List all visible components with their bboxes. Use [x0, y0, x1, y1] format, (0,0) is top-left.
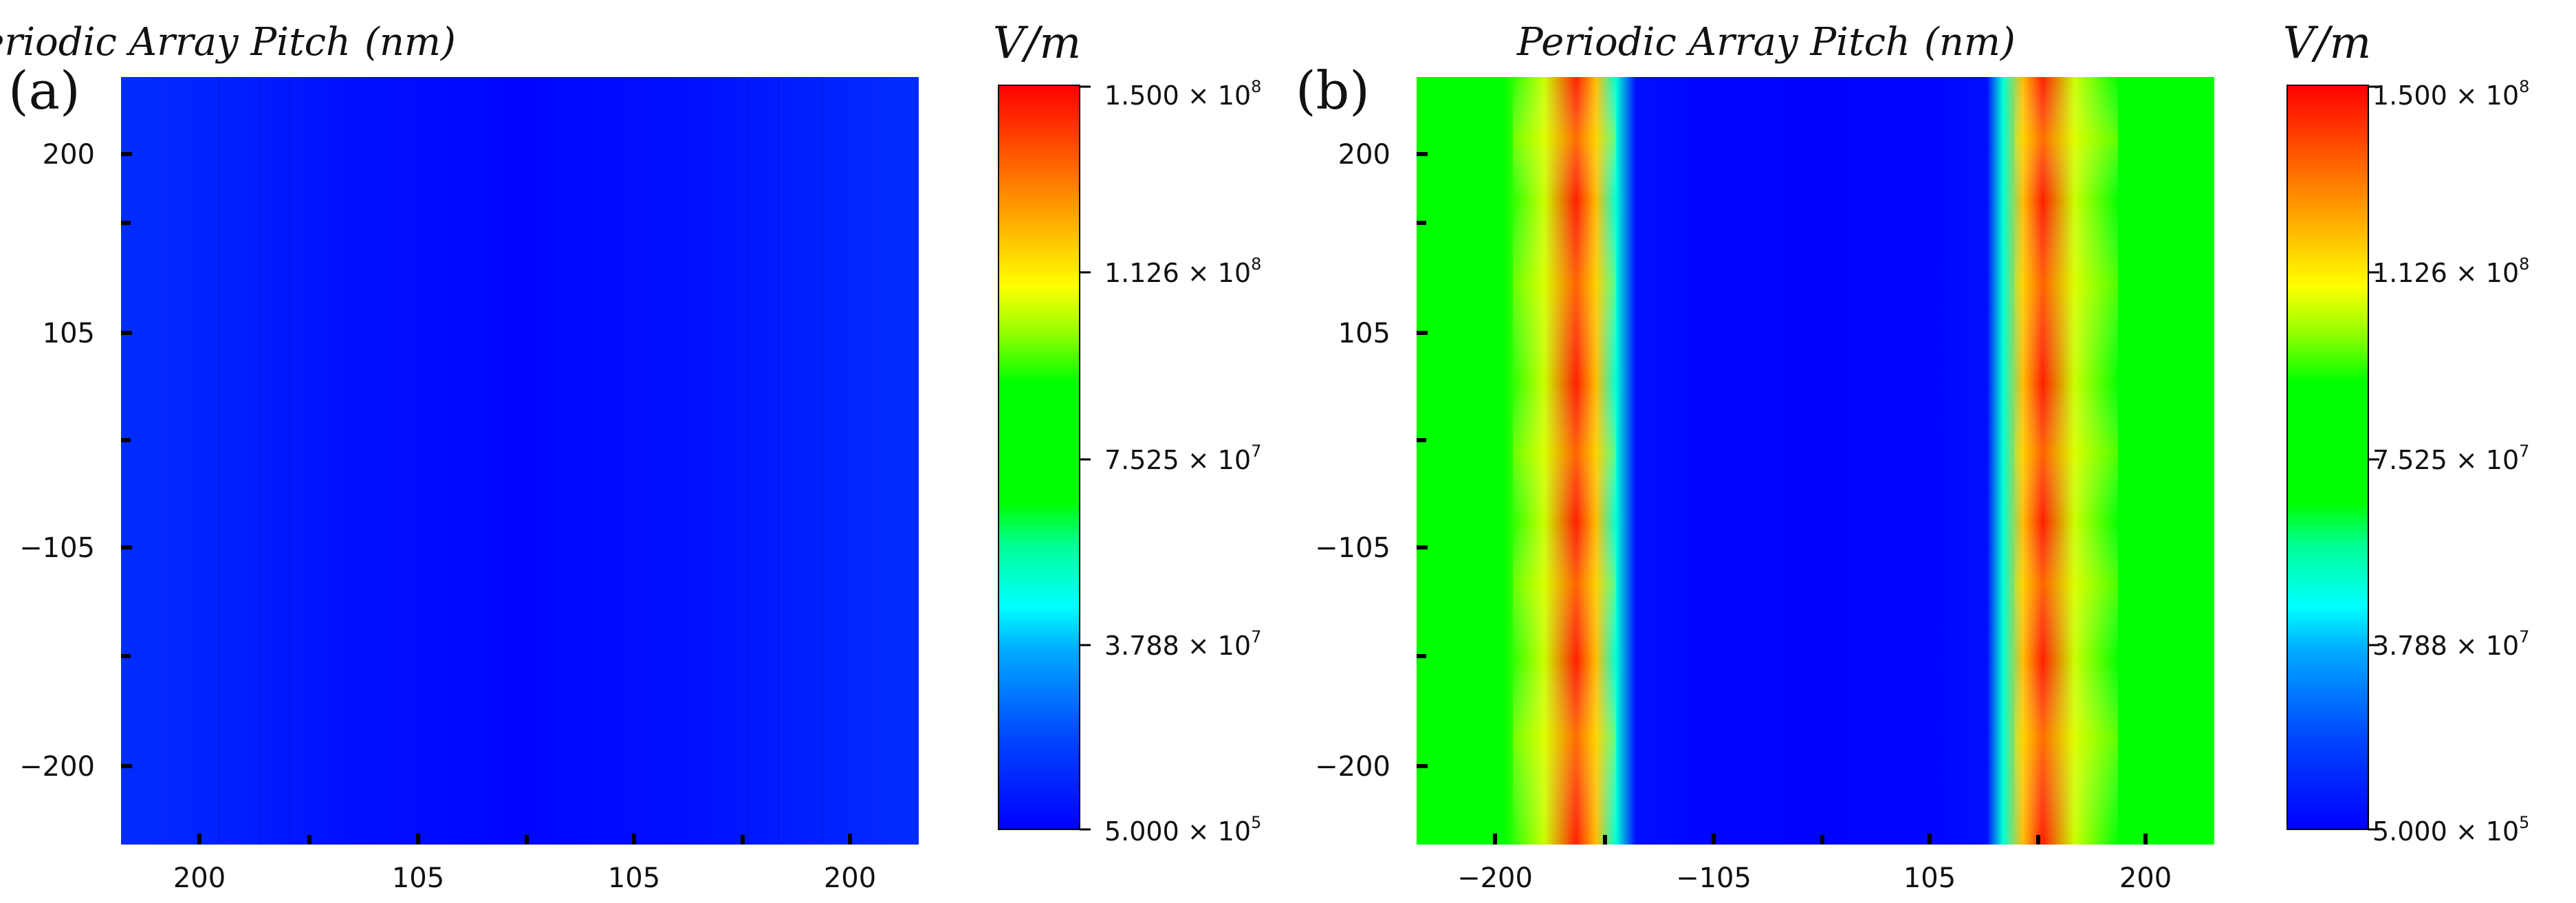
panel-a-colorbar-tick-label: 1.126 × 108: [1104, 254, 1261, 288]
panel-b-colorbar-tick-mantissa: 1.500: [2372, 80, 2447, 111]
panel-a-x-tick-label: 200: [824, 862, 876, 894]
panel-a-colorbar-tick-mantissa: 7.525: [1104, 445, 1179, 475]
panel-b-colorbar-tick-label: 1.126 × 108: [2372, 254, 2529, 288]
panel-b-colorbar: V/m 1.500 × 108 1.126 × 108 7.525 × 107 …: [2283, 18, 2530, 847]
panel-a-band-edges: [217, 77, 824, 845]
panel-b-y-tick-label: −200: [1315, 751, 1390, 783]
panel-b-colorbar-tick-label: 1.500 × 108: [2372, 77, 2529, 111]
panel-b-colorbar-tick-mantissa: 3.788: [2372, 631, 2447, 661]
panel-a-y-tick-label: −200: [19, 751, 95, 783]
panel-b-hotspot-modulation: [2015, 77, 2118, 845]
panel-a-colorbar-tick-exponent: 5: [1251, 813, 1261, 832]
panel-a-colorbar-tick-mantissa: 1.500: [1104, 80, 1179, 111]
panel-a-y-axis: 200 105 −105 −200: [19, 139, 132, 783]
panel-a-colorbar-tick-label: 7.525 × 107: [1104, 442, 1261, 475]
panel-a-label: (a): [8, 60, 80, 121]
panel-b-colorbar-tick-label: 5.000 × 105: [2372, 813, 2529, 847]
panel-a-y-tick-label: 200: [43, 139, 95, 171]
panel-b-y-axis: 200 105 −105 −200: [1315, 139, 1428, 783]
panel-b-colorbar-tick-exponent: 8: [2519, 254, 2529, 274]
panel-a-title-unit: (nm): [364, 20, 456, 65]
panel-b-x-axis: −200 −105 105 200: [1457, 834, 2172, 894]
panel-b-colorbar-tick-mantissa: 5.000: [2372, 816, 2447, 847]
panel-b-y-tick-label: 105: [1338, 318, 1390, 349]
panel-b-colorbar-tick-label: 7.525 × 107: [2372, 442, 2529, 475]
panel-b-colorbar-tick-label: 3.788 × 107: [2372, 627, 2529, 661]
panel-b-title-unit: (nm): [1924, 20, 2016, 65]
panel-b-colorbar-unit: V/m: [2283, 18, 2371, 69]
panel-a-colorbar-tick-mantissa: 5.000: [1104, 816, 1179, 847]
panel-b-x-tick-label: 200: [2119, 862, 2172, 894]
panel-a-colorbar-tick-mantissa: 1.126: [1104, 258, 1179, 288]
panel-b-y-tick-label: 200: [1338, 139, 1390, 171]
panel-b-label: (b): [1296, 60, 1370, 121]
panel-a-x-tick-label: 105: [608, 862, 660, 894]
panel-b-colorbar-tick-mantissa: 1.126: [2372, 258, 2447, 288]
panel-a-x-tick-label: 105: [392, 862, 444, 894]
panel-b-x-tick-label: −105: [1676, 862, 1751, 894]
panel-b-colorbar-tick-exponent: 8: [2519, 77, 2529, 96]
panel-a-y-tick-label: 105: [43, 318, 95, 349]
panel-b-x-tick-label: 105: [1903, 862, 1956, 894]
panel-a-colorbar-tick-label: 3.788 × 107: [1104, 627, 1261, 661]
panel-a-x-tick-label: 200: [173, 862, 226, 894]
panel-a-colorbar-gradient: [998, 85, 1080, 830]
panel-a-colorbar-tick-label: 1.500 × 108: [1104, 77, 1261, 111]
panel-a-colorbar-tick-label: 5.000 × 105: [1104, 813, 1261, 847]
panel-b-colorbar-tick-exponent: 7: [2519, 442, 2529, 461]
panel-b-colorbar-gradient: [2286, 85, 2369, 830]
panel-a-colorbar-tick-exponent: 8: [1251, 77, 1261, 96]
panel-a-colorbar-tick-exponent: 8: [1251, 254, 1261, 274]
panel-a-x-axis: 200 105 105 200: [173, 834, 876, 894]
panel-a: (a) Periodic Array Pitch (nm) 200 105: [0, 18, 1261, 894]
panel-b-hotspot-modulation: [1513, 77, 1616, 845]
panel-a-title: Periodic Array Pitch: [0, 20, 351, 65]
panel-b: (b) Periodic Array Pitch (nm) 200 105 −1…: [1296, 18, 2529, 894]
panel-b-colorbar-tick-mantissa: 7.525: [2372, 445, 2447, 475]
panel-b-colorbar-tick-exponent: 7: [2519, 627, 2529, 646]
panel-a-y-tick-label: −105: [19, 532, 95, 564]
panel-b-x-tick-label: −200: [1457, 862, 1533, 894]
panel-a-heatmap: [121, 77, 919, 845]
panel-a-colorbar-tick-exponent: 7: [1251, 627, 1261, 646]
panel-b-colorbar-tick-exponent: 5: [2519, 813, 2529, 832]
panel-b-y-tick-label: −105: [1315, 532, 1390, 564]
panel-a-colorbar-tick-mantissa: 3.788: [1104, 631, 1179, 661]
panel-b-title: Periodic Array Pitch: [1516, 20, 1910, 65]
panel-a-colorbar-tick-exponent: 7: [1251, 442, 1261, 461]
panel-a-colorbar-unit: V/m: [993, 18, 1081, 69]
panel-a-colorbar: V/m 1.500 × 108 1.126 × 108 7.525 × 107 …: [993, 18, 1262, 847]
